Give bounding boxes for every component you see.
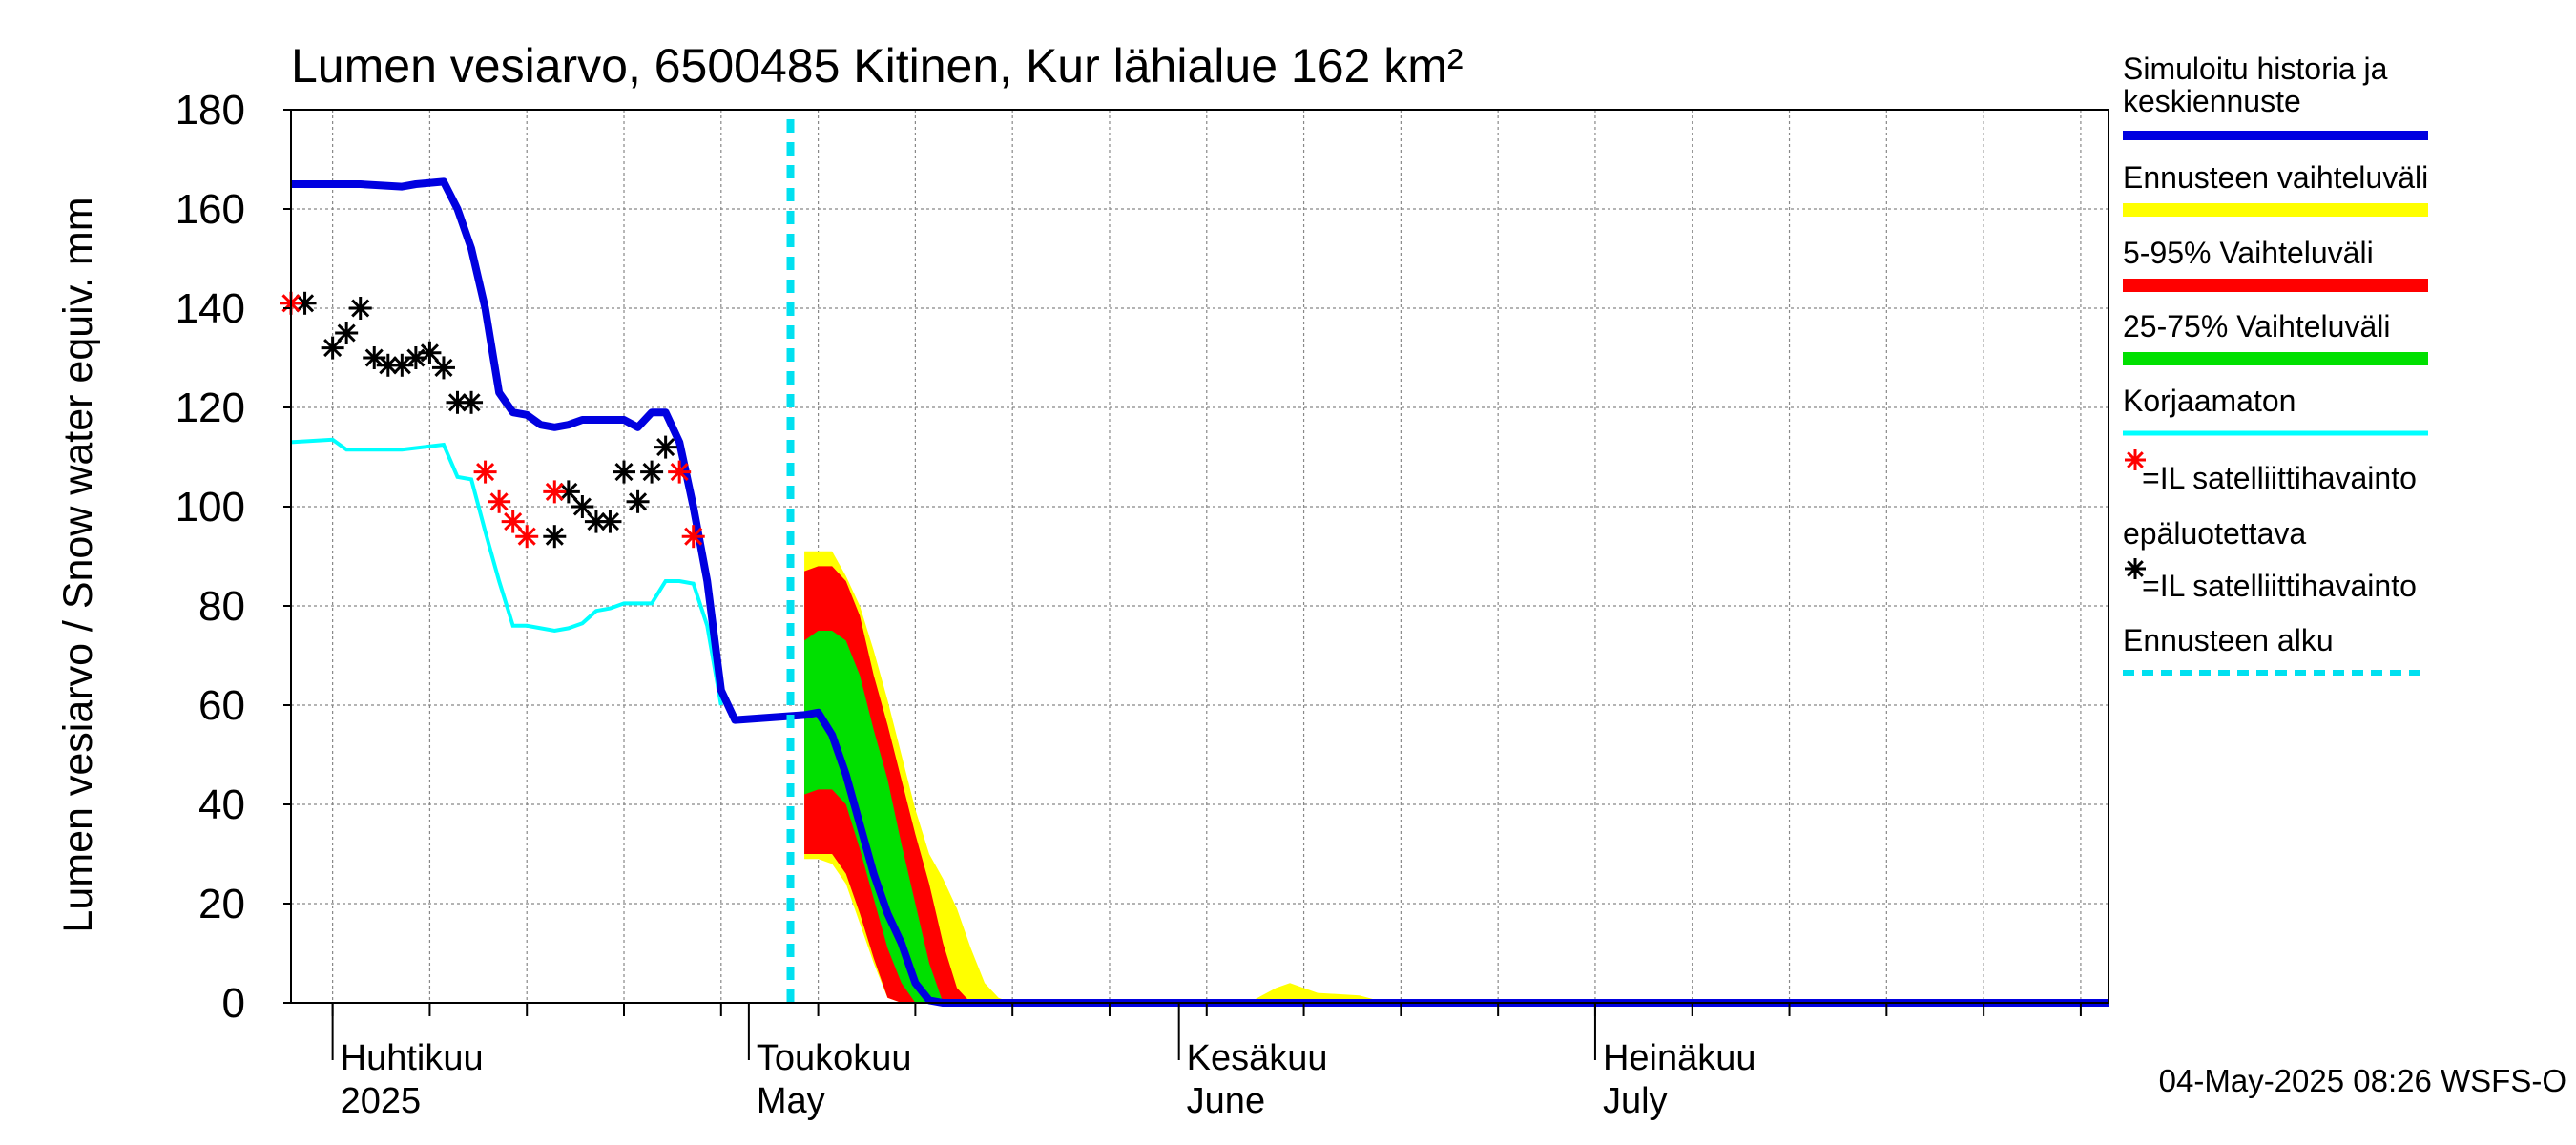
forecast-bands <box>804 551 1387 1003</box>
star-stroke <box>545 527 564 546</box>
legend-swatch-obs <box>2125 558 2146 579</box>
star-stroke <box>476 463 495 482</box>
x-month-label: Huhtikuu <box>341 1038 484 1078</box>
x-month-label: Heinäkuu <box>1603 1038 1756 1078</box>
obs-marker <box>431 356 455 380</box>
obs-marker <box>348 297 372 320</box>
obs-marker <box>321 336 344 360</box>
unreliable-obs-marker <box>488 489 511 513</box>
star-stroke <box>587 512 606 531</box>
obs-marker <box>335 322 359 344</box>
obs-marker <box>626 489 650 513</box>
star-stroke <box>420 344 439 363</box>
x-month-sublabel: 2025 <box>341 1081 422 1121</box>
star-stroke <box>517 527 536 546</box>
star-stroke <box>600 512 620 531</box>
star-stroke <box>559 482 578 501</box>
star-stroke <box>392 356 411 375</box>
series-lines <box>290 119 2109 1007</box>
y-tick-label: 100 <box>176 484 245 531</box>
obs-marker <box>598 510 622 533</box>
obs-marker <box>571 495 594 518</box>
star-stroke <box>364 348 384 367</box>
p25-75-band <box>804 631 944 1003</box>
obs-marker <box>390 353 414 377</box>
unreliable-obs-marker <box>681 525 705 549</box>
obs-marker <box>640 460 664 484</box>
grid-lines <box>291 110 2109 1003</box>
x-month-sublabel: June <box>1187 1081 1265 1121</box>
star-stroke <box>504 512 523 531</box>
forecast-range-bump <box>1248 983 1387 1003</box>
unreliable-obs-marker <box>501 510 525 533</box>
observation-markers <box>280 291 705 549</box>
y-tick-label: 180 <box>176 87 245 134</box>
legend-label-forecast-start: Ennusteen alku <box>2123 623 2334 657</box>
legend-label-forecast-range: Ennusteen vaihteluväli <box>2123 160 2428 195</box>
star-stroke <box>351 299 370 318</box>
star-stroke <box>572 497 592 516</box>
x-month-sublabel: July <box>1603 1081 1668 1121</box>
y-tick-label: 120 <box>176 385 245 431</box>
star-stroke <box>642 463 661 482</box>
unreliable-obs-marker <box>668 460 692 484</box>
star-stroke <box>323 339 343 358</box>
star-stroke <box>656 438 675 457</box>
star-stroke <box>434 358 453 377</box>
y-tick-label: 140 <box>176 285 245 332</box>
star-stroke <box>462 393 481 412</box>
legend-label-simulated-2: keskiennuste <box>2123 84 2301 118</box>
star-stroke <box>337 323 356 343</box>
star-stroke <box>447 393 467 412</box>
simulated-line <box>291 177 2109 1007</box>
y-tick-label: 160 <box>176 186 245 233</box>
star-stroke <box>670 463 689 482</box>
obs-marker <box>418 341 442 364</box>
star-stroke <box>295 294 315 313</box>
obs-marker <box>460 390 484 414</box>
star-stroke <box>489 492 509 511</box>
obs-marker <box>613 460 636 484</box>
star-stroke <box>2127 451 2144 468</box>
unreliable-obs-marker <box>543 480 567 504</box>
legend-label-unreliable-obs: =IL satelliittihavainto <box>2142 461 2417 495</box>
unreliable-obs-marker <box>515 525 539 549</box>
uncorrected-line <box>290 437 723 706</box>
x-month-sublabel: May <box>757 1081 825 1121</box>
x-month-label: Kesäkuu <box>1187 1038 1328 1078</box>
legend-label-simulated: Simuloitu historia ja <box>2123 52 2388 86</box>
footer-timestamp: 04-May-2025 08:26 WSFS-O <box>2159 1063 2566 1098</box>
obs-marker <box>543 525 567 549</box>
legend-label-uncorrected: Korjaamaton <box>2123 384 2296 418</box>
star-stroke <box>629 492 648 511</box>
star-stroke <box>614 463 634 482</box>
plot-frame <box>290 109 2109 1004</box>
y-tick-label: 40 <box>198 781 245 828</box>
y-tick-label: 0 <box>222 980 245 1027</box>
y-tick-label: 60 <box>198 682 245 729</box>
legend-label-p5-95: 5-95% Vaihteluväli <box>2123 236 2374 270</box>
obs-marker <box>654 435 677 459</box>
x-month-label: Toukokuu <box>757 1038 912 1078</box>
star-stroke <box>2127 560 2144 577</box>
star-stroke <box>379 356 398 375</box>
y-tick-label: 80 <box>198 583 245 630</box>
legend-swatch-unreliable-obs <box>2125 449 2146 470</box>
unreliable-obs-marker <box>473 460 497 484</box>
y-tick-label: 20 <box>198 881 245 927</box>
legend-label-obs: =IL satelliittihavainto <box>2142 569 2417 603</box>
y-axis-label: Lumen vesiarvo / Snow water equiv. mm <box>55 197 101 932</box>
obs-marker <box>556 480 580 504</box>
legend-label-unreliable-obs-2: epäluotettava <box>2123 516 2306 551</box>
star-stroke <box>545 482 564 501</box>
star-stroke <box>684 527 703 546</box>
chart-title: Lumen vesiarvo, 6500485 Kitinen, Kur läh… <box>291 39 1464 93</box>
legend-label-p25-75: 25-75% Vaihteluväli <box>2123 309 2390 344</box>
